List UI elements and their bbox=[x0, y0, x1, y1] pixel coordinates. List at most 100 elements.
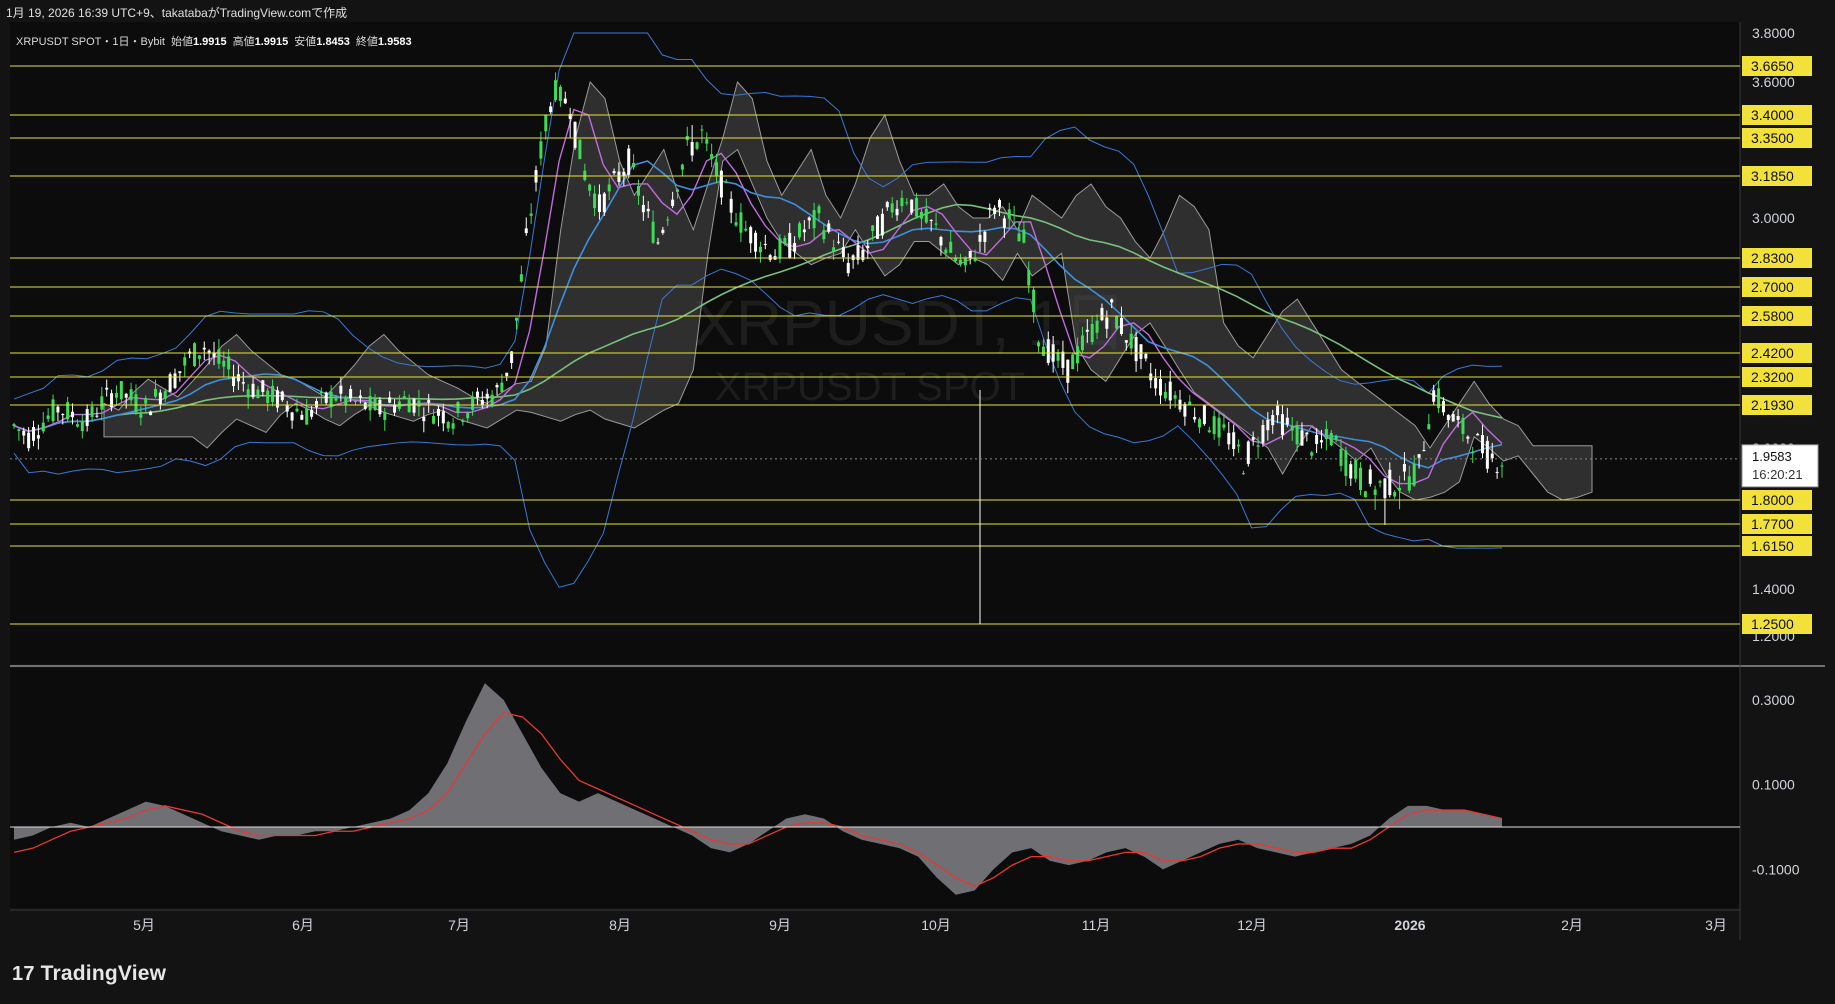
candle-body[interactable] bbox=[1193, 416, 1197, 420]
candle-body[interactable] bbox=[783, 238, 787, 245]
candle-body[interactable] bbox=[705, 139, 709, 144]
candle-body[interactable] bbox=[51, 399, 55, 422]
symbol-label[interactable]: XRPUSDT SPOT・1日・Bybit bbox=[16, 36, 165, 48]
candle-body[interactable] bbox=[1427, 424, 1431, 430]
candle-body[interactable] bbox=[641, 204, 645, 213]
price-level-tag[interactable] bbox=[1742, 248, 1812, 268]
candle-body[interactable] bbox=[407, 399, 411, 413]
candle-body[interactable] bbox=[446, 422, 450, 429]
candle-body[interactable] bbox=[441, 411, 445, 424]
candle-body[interactable] bbox=[1066, 359, 1070, 383]
candle-body[interactable] bbox=[90, 406, 94, 417]
candle-body[interactable] bbox=[319, 391, 323, 394]
candle-body[interactable] bbox=[876, 216, 880, 239]
candle-body[interactable] bbox=[178, 371, 182, 374]
candle-body[interactable] bbox=[197, 355, 201, 359]
candle-body[interactable] bbox=[617, 171, 621, 182]
candle-body[interactable] bbox=[1188, 401, 1192, 405]
candle-body[interactable] bbox=[1373, 489, 1377, 495]
candle-body[interactable] bbox=[461, 420, 465, 423]
candle-body[interactable] bbox=[471, 396, 475, 410]
candle-body[interactable] bbox=[788, 232, 792, 259]
candle-body[interactable] bbox=[56, 406, 60, 413]
candle-body[interactable] bbox=[1251, 437, 1255, 440]
candle-body[interactable] bbox=[1241, 473, 1245, 475]
candle-body[interactable] bbox=[832, 247, 836, 252]
price-level-tag[interactable] bbox=[1742, 166, 1812, 186]
candle-body[interactable] bbox=[568, 114, 572, 119]
candle-body[interactable] bbox=[812, 210, 816, 229]
candle-body[interactable] bbox=[236, 374, 240, 382]
candle-body[interactable] bbox=[1012, 214, 1016, 217]
candle-body[interactable] bbox=[715, 162, 719, 176]
candle-body[interactable] bbox=[793, 243, 797, 252]
candle-body[interactable] bbox=[212, 352, 216, 358]
candle-body[interactable] bbox=[700, 129, 704, 131]
candle-body[interactable] bbox=[905, 202, 909, 204]
candle-body[interactable] bbox=[1129, 333, 1133, 349]
candle-body[interactable] bbox=[246, 389, 250, 398]
candle-body[interactable] bbox=[1388, 469, 1392, 496]
candle-body[interactable] bbox=[524, 228, 528, 234]
candle-body[interactable] bbox=[1041, 346, 1045, 356]
candle-body[interactable] bbox=[763, 243, 767, 246]
candle-body[interactable] bbox=[954, 257, 958, 261]
candle-body[interactable] bbox=[241, 382, 245, 384]
candle-body[interactable] bbox=[1237, 444, 1241, 447]
candle-body[interactable] bbox=[85, 409, 89, 426]
candle-body[interactable] bbox=[1368, 469, 1372, 484]
candle-body[interactable] bbox=[944, 249, 948, 254]
candle-body[interactable] bbox=[861, 249, 865, 261]
candle-body[interactable] bbox=[1363, 491, 1367, 498]
candle-body[interactable] bbox=[114, 393, 118, 398]
candle-body[interactable] bbox=[1441, 401, 1445, 413]
candle-body[interactable] bbox=[373, 398, 377, 410]
candle-body[interactable] bbox=[1476, 433, 1480, 436]
candle-body[interactable] bbox=[1183, 403, 1187, 417]
candle-body[interactable] bbox=[758, 246, 762, 253]
candle-body[interactable] bbox=[383, 411, 387, 420]
candle-body[interactable] bbox=[968, 251, 972, 258]
candle-body[interactable] bbox=[417, 400, 421, 407]
candle-body[interactable] bbox=[105, 387, 109, 390]
candle-body[interactable] bbox=[632, 162, 636, 168]
candle-body[interactable] bbox=[554, 80, 558, 101]
candle-body[interactable] bbox=[266, 390, 270, 404]
candle-body[interactable] bbox=[1027, 270, 1031, 286]
candle-body[interactable] bbox=[310, 409, 314, 417]
candle-body[interactable] bbox=[222, 360, 226, 367]
candle-body[interactable] bbox=[1032, 289, 1036, 313]
candle-body[interactable] bbox=[193, 343, 197, 366]
candle-body[interactable] bbox=[1407, 476, 1411, 491]
candle-body[interactable] bbox=[1158, 378, 1162, 396]
candle-body[interactable] bbox=[129, 389, 133, 401]
candle-body[interactable] bbox=[827, 223, 831, 232]
candle-body[interactable] bbox=[1266, 419, 1270, 431]
candle-body[interactable] bbox=[1163, 391, 1167, 399]
candle-body[interactable] bbox=[22, 430, 26, 436]
price-level-lines[interactable] bbox=[10, 65, 1740, 625]
price-level-tag[interactable] bbox=[1742, 277, 1812, 297]
candle-body[interactable] bbox=[510, 351, 514, 363]
candle-body[interactable] bbox=[505, 372, 509, 377]
candle-body[interactable] bbox=[529, 213, 533, 216]
candle-body[interactable] bbox=[451, 423, 455, 429]
candle-body[interactable] bbox=[778, 238, 782, 259]
candle-body[interactable] bbox=[1256, 445, 1260, 447]
candle-body[interactable] bbox=[1202, 405, 1206, 425]
candle-body[interactable] bbox=[1207, 430, 1211, 433]
candle-body[interactable] bbox=[983, 231, 987, 242]
candle-body[interactable] bbox=[1085, 329, 1089, 332]
candle-body[interactable] bbox=[227, 356, 231, 370]
candle-body[interactable] bbox=[119, 381, 123, 400]
candle-body[interactable] bbox=[1227, 432, 1231, 445]
candle-body[interactable] bbox=[134, 394, 138, 412]
price-level-tag[interactable] bbox=[1742, 128, 1812, 148]
candle-body[interactable] bbox=[1393, 492, 1397, 497]
candle-body[interactable] bbox=[1115, 316, 1119, 329]
candle-body[interactable] bbox=[1007, 209, 1011, 219]
candle-body[interactable] bbox=[1280, 414, 1284, 435]
candle-body[interactable] bbox=[1119, 317, 1123, 334]
candle-body[interactable] bbox=[963, 257, 967, 266]
candlesticks[interactable] bbox=[12, 72, 1504, 526]
